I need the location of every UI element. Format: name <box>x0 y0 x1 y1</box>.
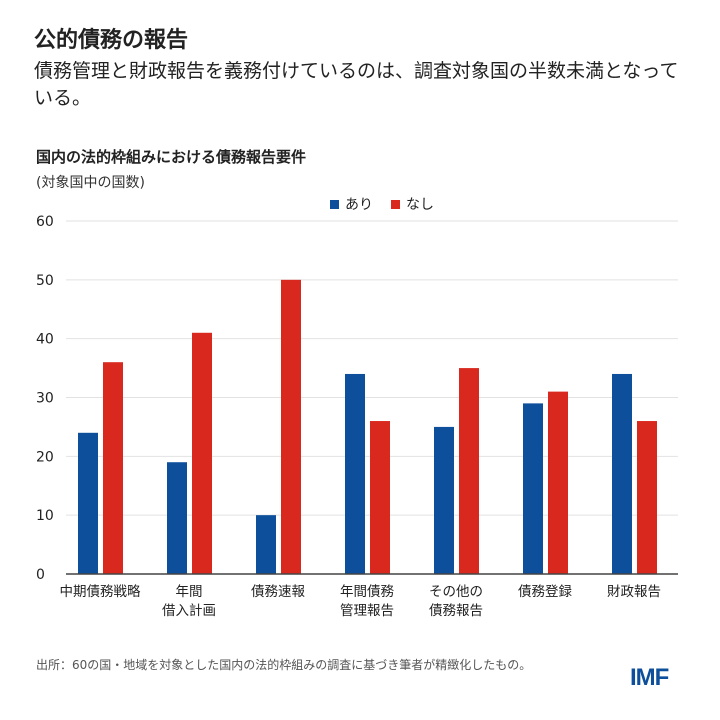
bar-ari <box>345 373 365 574</box>
x-tick-label: その他の <box>429 584 483 600</box>
x-tick-label: 年間 <box>176 584 203 600</box>
bar-ari <box>612 373 632 574</box>
x-tick-label: 管理報告 <box>340 603 394 619</box>
y-tick-label: 30 <box>36 391 54 407</box>
legend-swatch-nashi <box>391 199 400 209</box>
page-subtitle: 債務管理と財政報告を義務付けているのは、調査対象国の半数未満となっている。 <box>34 60 679 109</box>
source-note: 出所：60の国・地域を対象とした国内の法的枠組みの調査に基づき筆者が精緻化したも… <box>36 658 532 672</box>
bar-nashi <box>192 332 212 574</box>
bar-nashi <box>281 279 301 574</box>
x-tick-label: 債務報告 <box>429 603 483 619</box>
y-tick-label: 60 <box>36 214 54 230</box>
bar-nashi <box>103 362 123 574</box>
chart-title: 国内の法的枠組みにおける債務報告要件 <box>36 148 307 166</box>
x-tick-label: 借入計画 <box>162 603 216 619</box>
bar-nashi <box>548 391 568 574</box>
x-tick-label: 中期債務戦略 <box>60 584 141 600</box>
legend: あり なし <box>330 194 434 214</box>
y-tick-label: 0 <box>36 567 45 583</box>
bar-nashi <box>637 421 657 574</box>
legend-label-nashi: なし <box>406 197 434 213</box>
legend-swatch-ari <box>330 199 339 209</box>
bar-ari <box>167 462 187 574</box>
bar-nashi <box>370 421 390 574</box>
legend-label-ari: あり <box>345 197 373 213</box>
x-tick-label: 債務登録 <box>518 584 572 600</box>
x-tick-label: 財政報告 <box>607 584 661 600</box>
x-tick-label: 債務速報 <box>251 584 305 600</box>
bar-ari <box>78 432 98 574</box>
y-tick-label: 20 <box>36 449 54 465</box>
x-tick-label: 年間債務 <box>340 584 394 600</box>
bar-ari <box>434 426 454 574</box>
y-tick-label: 40 <box>36 332 54 348</box>
y-tick-label: 50 <box>36 273 54 289</box>
bar-ari <box>523 403 543 574</box>
page-title: 公的債務の報告 <box>34 28 189 53</box>
y-tick-label: 10 <box>36 508 54 524</box>
bar-nashi <box>459 368 479 574</box>
chart-subtitle: (対象国中の国数) <box>36 175 145 191</box>
bar-ari <box>256 515 276 574</box>
imf-logo: IMF <box>630 664 669 691</box>
